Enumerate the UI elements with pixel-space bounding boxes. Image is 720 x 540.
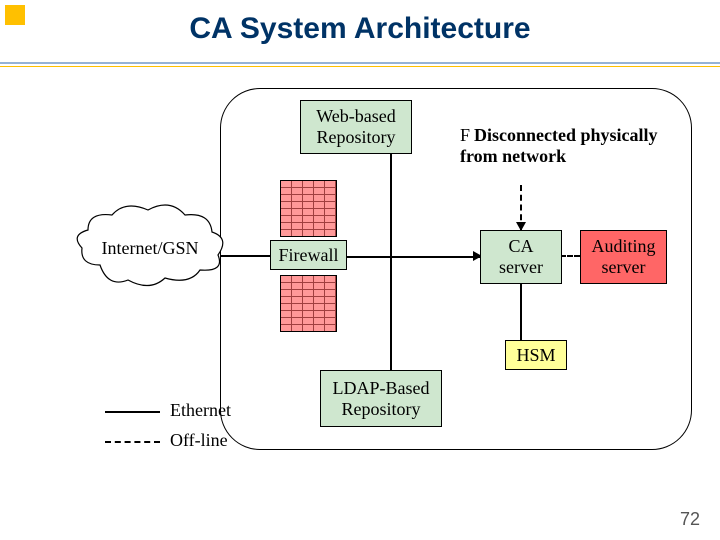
- label: Firewall: [279, 245, 339, 266]
- link-ca-hsm: [520, 282, 522, 340]
- link-ca-audit-offline: [560, 255, 580, 257]
- slide: CA System Architecture Web-basedReposito…: [0, 0, 720, 540]
- bullet-icon: F: [460, 125, 470, 145]
- link-ldap-bus: [390, 256, 392, 371]
- node-hsm: HSM: [505, 340, 567, 370]
- page-number: 72: [680, 509, 700, 530]
- legend-offline: Off-line: [105, 430, 228, 451]
- label: Internet/GSN: [70, 238, 230, 259]
- node-web-repository: Web-basedRepository: [300, 100, 412, 154]
- legend-label: Off-line: [170, 430, 228, 450]
- note-disconnected: FDisconnected physically from network: [460, 125, 680, 166]
- label: LDAP-BasedRepository: [333, 378, 430, 419]
- legend-line-solid: [105, 411, 160, 413]
- node-internet-cloud: Internet/GSN: [70, 200, 230, 295]
- legend-ethernet: Ethernet: [105, 400, 231, 421]
- node-ldap-repository: LDAP-BasedRepository: [320, 370, 442, 427]
- node-ca-server: CAserver: [480, 230, 562, 284]
- label: CAserver: [499, 236, 543, 277]
- node-auditing-server: Auditingserver: [580, 230, 667, 284]
- note-text: Disconnected physically from network: [460, 125, 658, 166]
- label: HSM: [516, 345, 555, 366]
- node-firewall: Firewall: [270, 240, 347, 270]
- link-bus: [345, 256, 480, 258]
- label: Auditingserver: [591, 236, 655, 277]
- link-webrepo-bus: [390, 152, 392, 258]
- diagram-canvas: Web-basedRepository Firewall LDAP-BasedR…: [90, 80, 710, 480]
- label: Web-basedRepository: [316, 106, 396, 147]
- firewall-brick-upper: [280, 180, 337, 237]
- legend-label: Ethernet: [170, 400, 231, 420]
- rule-accent: [0, 66, 720, 67]
- rule-top: [0, 62, 720, 64]
- firewall-brick-lower: [280, 275, 337, 332]
- slide-title: CA System Architecture: [0, 12, 720, 46]
- legend-line-dashed: [105, 441, 160, 443]
